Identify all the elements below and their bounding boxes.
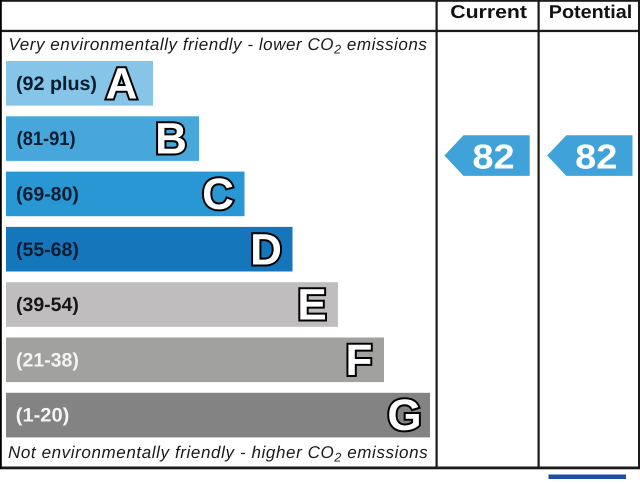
svg-text:F: F: [346, 336, 373, 385]
svg-text:(39-54): (39-54): [16, 294, 79, 316]
svg-text:(1-20): (1-20): [16, 405, 70, 427]
svg-text:Current: Current: [450, 1, 527, 22]
svg-text:(69-80): (69-80): [16, 184, 79, 206]
svg-text:(81-91): (81-91): [17, 128, 76, 150]
svg-text:82: 82: [575, 139, 617, 177]
svg-text:D: D: [250, 225, 282, 274]
svg-text:G: G: [387, 391, 421, 440]
svg-text:(92 plus): (92 plus): [16, 73, 97, 95]
svg-text:(55-68): (55-68): [16, 239, 79, 261]
svg-text:82: 82: [472, 139, 514, 177]
svg-text:E: E: [297, 281, 326, 330]
svg-text:Very environmentally friendly: Very environmentally friendly - lower CO…: [9, 35, 428, 57]
svg-text:C: C: [202, 170, 234, 219]
svg-text:A: A: [106, 59, 138, 108]
svg-text:(21-38): (21-38): [16, 349, 79, 371]
svg-text:Not environmentally friendly -: Not environmentally friendly - higher CO…: [8, 443, 428, 465]
svg-text:B: B: [155, 115, 187, 164]
svg-text:Potential: Potential: [549, 1, 633, 22]
